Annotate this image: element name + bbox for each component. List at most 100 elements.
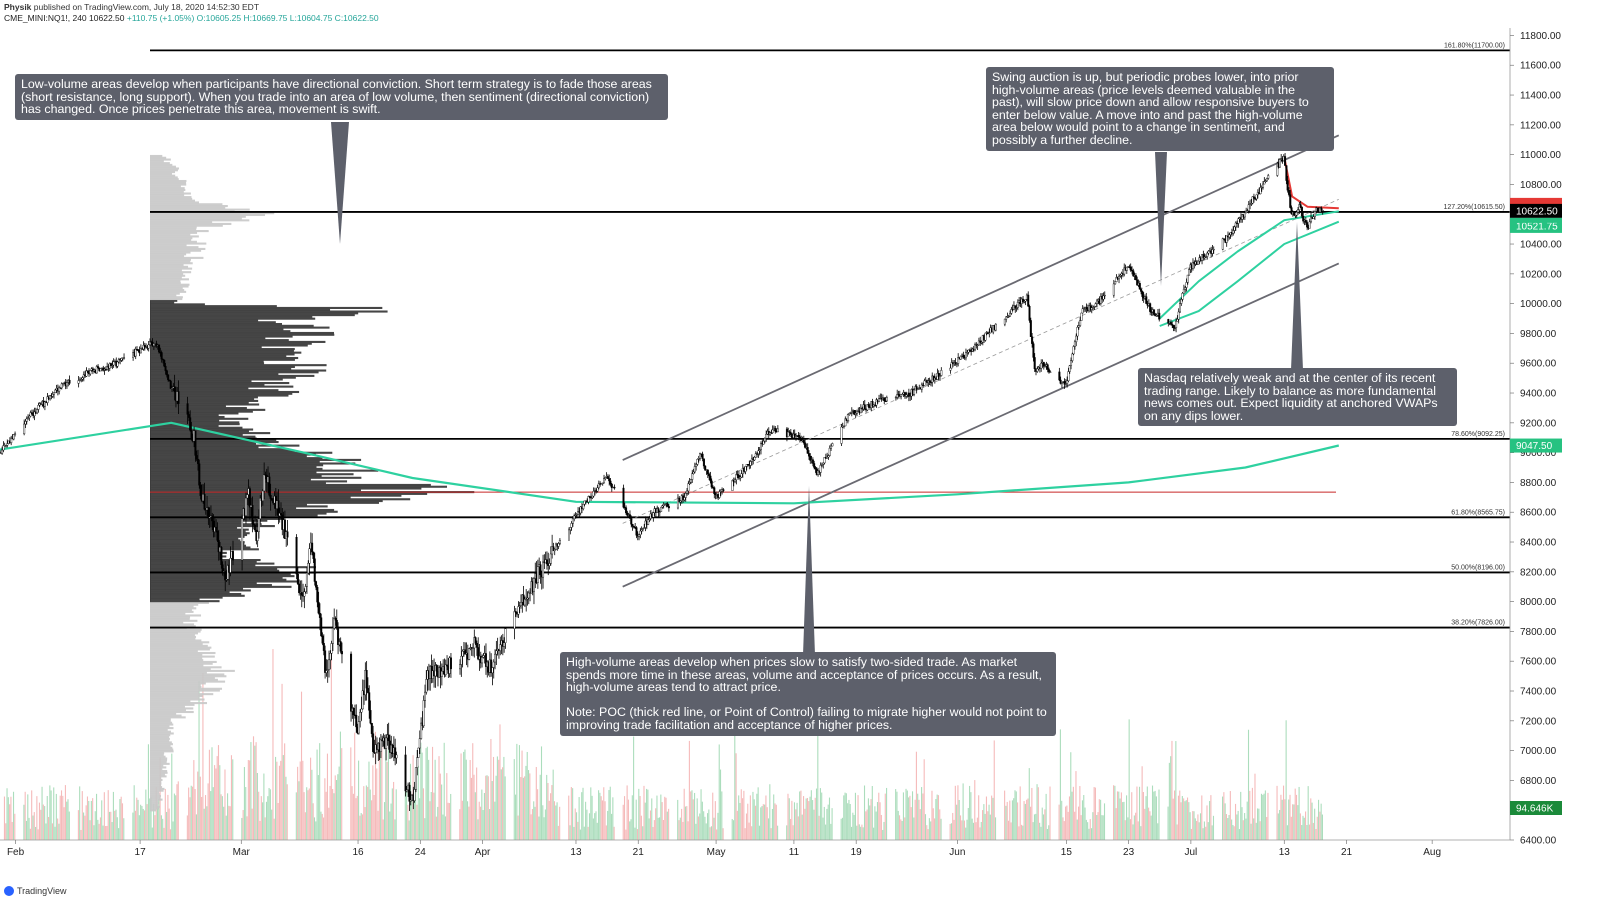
profile-bar — [150, 584, 272, 587]
candle — [482, 655, 485, 658]
volume-bar — [284, 743, 286, 840]
candle — [256, 531, 259, 541]
volume-bar — [853, 814, 855, 840]
volume-bar — [1020, 824, 1023, 840]
profile-bar — [150, 251, 191, 254]
volume-bar — [448, 803, 450, 840]
volume-bar — [106, 825, 108, 840]
candle — [731, 480, 734, 491]
profile-bar — [150, 303, 205, 306]
candle — [29, 412, 32, 417]
volume-bar — [229, 806, 231, 840]
volume-bar — [542, 805, 544, 840]
volume-bar — [406, 786, 408, 840]
candle — [196, 459, 199, 464]
volume-bar — [299, 761, 301, 840]
price-tag: 9047.50 — [1516, 441, 1553, 452]
profile-bar — [150, 230, 209, 233]
candle — [613, 486, 616, 489]
volume-bar — [503, 756, 505, 840]
volume-bar — [852, 812, 854, 840]
volume-bar — [247, 760, 249, 840]
candle — [1173, 327, 1176, 329]
volume-bar — [1181, 796, 1183, 840]
volume-bar — [1027, 798, 1029, 840]
volume-bar — [1301, 825, 1303, 840]
volume-bar — [679, 817, 681, 840]
volume-bar — [306, 787, 308, 840]
volume-bar — [1005, 805, 1007, 840]
profile-bar — [150, 576, 283, 579]
volume-bar — [774, 803, 776, 840]
profile-bar — [150, 634, 195, 637]
profile-bar — [150, 719, 171, 723]
volume-bar — [41, 786, 43, 840]
candle — [878, 398, 881, 403]
y-tick-label: 9800.00 — [1520, 329, 1557, 340]
volume-bar — [203, 808, 205, 840]
profile-bar — [150, 253, 187, 256]
candle — [771, 429, 774, 433]
volume-bar — [647, 789, 649, 840]
candle — [1027, 294, 1030, 307]
volume-bar — [1013, 798, 1015, 840]
symbol-line: CME_MINI:NQ1!, 240 10622.50 +110.75 (+1.… — [4, 13, 379, 24]
volume-bar — [718, 744, 720, 840]
candle — [1246, 210, 1249, 212]
volume-bar — [918, 799, 920, 840]
candle — [1294, 215, 1297, 217]
volume-bar — [195, 814, 197, 840]
price-change: +110.75 (+1.05%) — [126, 13, 195, 23]
volume-bar — [80, 829, 82, 840]
volume-bar — [1288, 799, 1290, 840]
volume-bar — [604, 801, 606, 840]
volume-bar — [1308, 824, 1311, 840]
candle — [1095, 300, 1098, 304]
profile-bar — [150, 780, 162, 783]
candle — [25, 418, 28, 422]
candle — [1202, 254, 1205, 259]
profile-bar — [150, 753, 164, 756]
profile-bar — [150, 154, 163, 158]
volume-bar — [105, 826, 107, 840]
candle — [241, 518, 244, 561]
volume-bar — [931, 790, 933, 840]
candle — [1022, 298, 1025, 303]
volume-bar — [1255, 822, 1257, 840]
candle — [232, 551, 235, 561]
candle — [753, 457, 756, 461]
candle — [774, 427, 777, 432]
profile-bar — [150, 394, 289, 397]
volume-bar — [790, 818, 792, 840]
volume-bar — [1194, 818, 1196, 840]
profile-bar — [150, 616, 191, 619]
volume-bar — [775, 804, 777, 840]
candle — [43, 401, 46, 407]
volume-bar — [1227, 818, 1229, 840]
volume-bar — [62, 795, 64, 840]
candle — [1290, 207, 1293, 215]
volume-bar — [426, 746, 428, 840]
candle — [769, 432, 772, 435]
volume-bar — [643, 785, 645, 840]
candle — [158, 344, 161, 353]
candle — [1176, 319, 1179, 322]
volume-bar — [848, 799, 850, 840]
volume-bar — [1306, 825, 1308, 840]
y-tick-label: 9200.00 — [1520, 418, 1557, 429]
volume-bar — [735, 753, 737, 840]
volume-bar — [1072, 786, 1074, 840]
candle — [691, 473, 694, 480]
candle — [81, 377, 84, 380]
profile-bar — [150, 662, 213, 665]
candle — [514, 611, 517, 613]
candle — [1049, 371, 1052, 373]
volume-bar — [664, 796, 666, 840]
candle — [134, 349, 137, 357]
y-tick-label: 11600.00 — [1520, 61, 1561, 72]
candle — [464, 649, 467, 655]
candle — [859, 408, 862, 414]
candle — [37, 405, 40, 410]
volume-bar — [1264, 790, 1266, 840]
